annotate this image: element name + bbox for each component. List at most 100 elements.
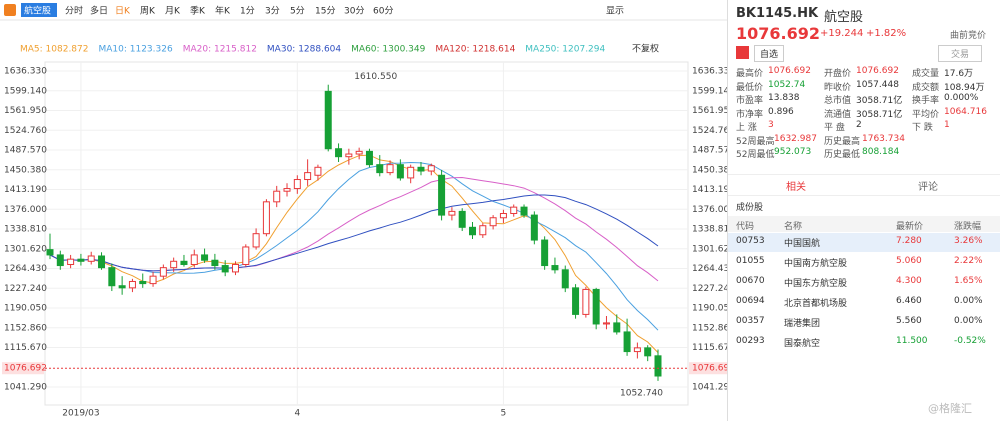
table-cell[interactable]: 01055: [736, 256, 765, 266]
table-cell[interactable]: 00670: [736, 276, 765, 286]
table-cell[interactable]: 5.060: [896, 256, 922, 266]
table-cell[interactable]: 11.500: [896, 336, 928, 346]
stat-value: 1057.448: [856, 79, 899, 90]
annotation: 1052.740: [620, 388, 663, 398]
candle-body: [56, 254, 64, 267]
adjust[interactable]: 不复权: [632, 43, 659, 55]
last-price-label: 1076.692: [692, 364, 727, 374]
toolbar-tab[interactable]: 年K: [215, 5, 231, 17]
candle-body: [551, 265, 559, 271]
table-cell[interactable]: 中国东方航空股: [784, 279, 848, 289]
change: +19.244: [820, 28, 864, 39]
table-cell[interactable]: 2.22%: [954, 256, 983, 266]
tab[interactable]: 评论: [918, 182, 938, 193]
toolbar-tab[interactable]: 15分: [315, 6, 335, 17]
toolbar-tab[interactable]: 周K: [140, 6, 156, 17]
table-cell[interactable]: 5.560: [896, 316, 922, 326]
y-tick-label: 1264.430: [4, 264, 47, 274]
y-tick-label: 1301.620: [4, 244, 47, 254]
toolbar-tab[interactable]: 分时: [65, 5, 83, 17]
table-cell[interactable]: 中国国航: [784, 239, 821, 249]
candle-body: [355, 150, 363, 155]
y-tick-label: 1561.950: [4, 106, 47, 116]
table-cell[interactable]: 00357: [736, 316, 765, 326]
y-tick-label: 1041.290: [4, 383, 47, 393]
ma-legend: MA20: 1215.812: [183, 45, 257, 55]
pct: +1.82%: [866, 28, 907, 39]
ma-legend: MA10: 1123.326: [98, 45, 172, 55]
table-cell[interactable]: 中国南方航空股: [784, 259, 848, 269]
candle-body: [324, 90, 332, 150]
table-cell[interactable]: 6.460: [896, 296, 922, 306]
stat-label: 历史最低: [824, 150, 861, 160]
chart: 航空股 分时 多日 日K 周K 月K 季K 年K 1分 3分 5分 15分 30分 60分 显示 MA5: 1…: [0, 3, 727, 419]
toolbar-tab[interactable]: 1分: [240, 6, 255, 17]
toolbar-tab[interactable]: 季K: [190, 5, 206, 17]
stat-label: 总市值: [824, 96, 852, 106]
toolbar-tab[interactable]: 多日: [90, 5, 108, 17]
candle-body: [77, 258, 85, 262]
candle-body: [293, 179, 301, 190]
table-cell[interactable]: 3.26%: [954, 236, 983, 246]
stat-value: 13.838: [768, 93, 800, 103]
toolbar-tab[interactable]: 60分: [373, 6, 393, 17]
stat-label: 最高价: [736, 69, 764, 79]
toolbar-tab[interactable]: 3分: [265, 6, 280, 17]
trade-button[interactable]: 交易: [938, 45, 983, 62]
watch-button[interactable]: 自选: [754, 45, 785, 62]
y-tick-label: 1376.000: [4, 205, 47, 215]
display-menu[interactable]: 显示: [606, 6, 624, 17]
table-cell[interactable]: 4.300: [896, 276, 922, 286]
table-cell[interactable]: 00694: [736, 296, 765, 306]
table-cell[interactable]: 国泰航空: [784, 339, 821, 349]
table-cell[interactable]: 0.00%: [954, 296, 983, 306]
candle-body: [520, 206, 528, 216]
candle-body: [572, 287, 580, 315]
candle-body: [489, 217, 497, 227]
table-cell[interactable]: 瑞港集团: [784, 319, 821, 329]
candle-body: [128, 280, 136, 289]
candle-body: [530, 214, 538, 241]
candle-body: [252, 233, 260, 248]
table-cell[interactable]: 北京首都机场股: [784, 299, 848, 309]
candle-body: [654, 355, 662, 377]
candle-body: [386, 164, 394, 174]
candle-body: [407, 166, 415, 179]
stat-value: 3058.71亿: [856, 96, 903, 106]
stat-value: 1076.692: [856, 66, 899, 76]
candle-body: [87, 255, 95, 262]
table-cell[interactable]: 1.65%: [954, 276, 983, 286]
candle-body: [417, 166, 425, 172]
candle-body: [211, 259, 219, 267]
tab-bar: [728, 174, 1000, 196]
last-price-box: [2, 362, 44, 375]
table-header: [728, 216, 1000, 232]
candle-body: [149, 275, 157, 285]
y-tick-label: 1561.950: [692, 106, 727, 116]
stat-label: 开盘价: [824, 69, 852, 79]
candle-body: [613, 322, 621, 333]
ma-line: [49, 161, 659, 331]
table-cell[interactable]: 00293: [736, 336, 765, 346]
stat-label: 平均价: [912, 109, 940, 120]
stat-value: 3: [768, 120, 774, 130]
stats: 最高价 1076.692 开盘价 1076.692 成交量 17.6万 最低价 1052.74…: [728, 66, 1000, 166]
tab[interactable]: 相关: [786, 182, 806, 193]
candle-body: [448, 210, 456, 216]
candle-body: [180, 260, 188, 265]
table-cell[interactable]: 00753: [736, 236, 765, 246]
toolbar-tab[interactable]: 月K: [165, 6, 181, 17]
y-tick-label: 1636.330: [692, 67, 727, 77]
toolbar-tab[interactable]: 5分: [290, 6, 305, 17]
stat-value: 1052.74: [768, 79, 806, 90]
table-cell[interactable]: 7.280: [896, 236, 922, 246]
stat-value: 0.896: [768, 106, 794, 117]
candle-body: [427, 165, 435, 172]
stat-label: 成交额: [912, 82, 940, 93]
table-cell[interactable]: 0.00%: [954, 316, 983, 326]
ma-line: [49, 154, 659, 353]
toolbar-tab[interactable]: 30分: [344, 6, 364, 17]
toolbar-tab[interactable]: 航空股: [24, 5, 51, 17]
table-cell[interactable]: -0.52%: [954, 336, 986, 346]
toolbar-tab[interactable]: 日K: [115, 6, 131, 17]
